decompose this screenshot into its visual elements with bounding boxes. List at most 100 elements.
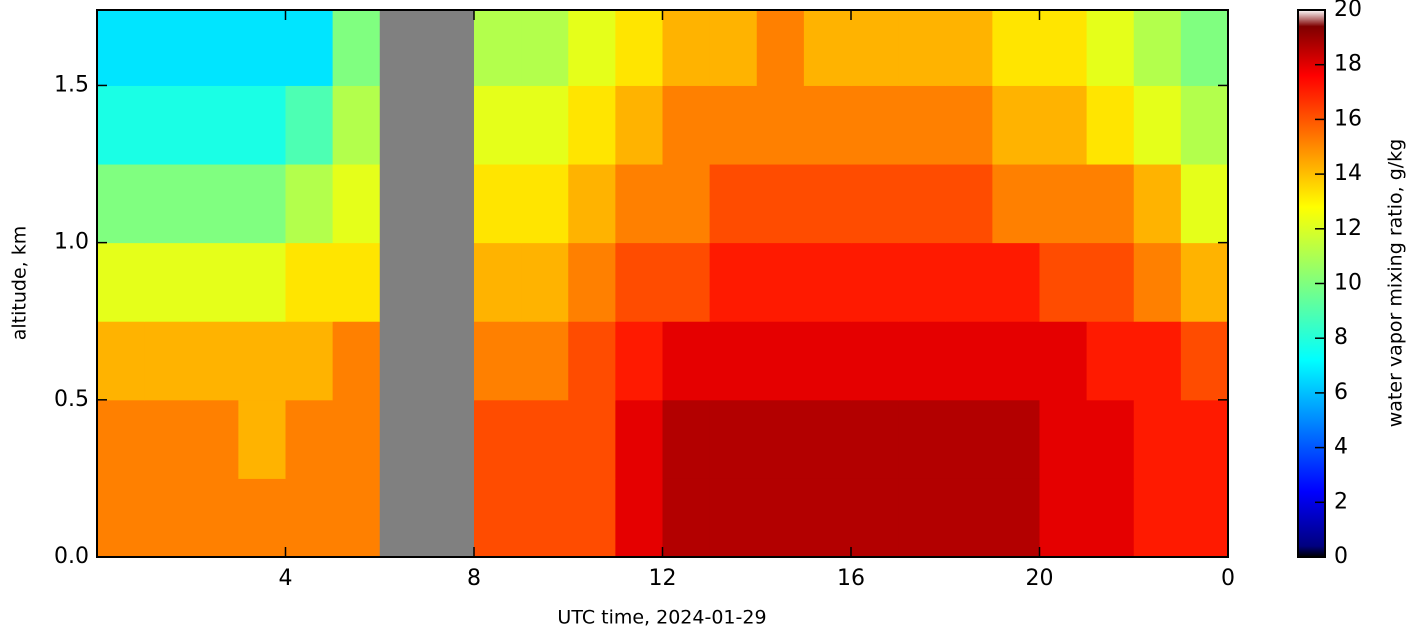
heat-cell [615,242,663,322]
heat-cell [992,321,1040,401]
heat-cell [756,242,805,322]
x-tick-label: 20 [1026,566,1054,591]
heat-cell [521,242,569,322]
heat-cell [568,478,616,558]
heat-cell [1039,85,1088,165]
heat-cell [898,399,946,479]
heat-cell [568,164,616,244]
heat-cell [615,164,663,244]
heat-cell [332,10,381,86]
heat-cell [803,478,852,558]
missing-cell [426,164,475,244]
heat-cell [1086,478,1135,558]
heat-cell [709,10,758,86]
colorbar-tick-label: 2 [1334,489,1348,514]
heat-cell [332,242,381,322]
heat-cell [756,85,805,165]
heat-cell [803,242,852,322]
heat-cell [945,164,993,244]
heat-cell [803,321,852,401]
heat-cell [285,242,334,322]
colorbar-tick-label: 0 [1334,544,1348,569]
heat-cell [97,85,145,165]
heat-cell [474,242,522,322]
heat-cell [238,399,286,479]
heat-cell [238,321,286,401]
heat-cell [1086,10,1135,86]
heat-cell [474,10,522,86]
heat-cell [662,85,711,165]
heat-cell [474,399,522,479]
heat-cell [992,399,1040,479]
heat-cell [1039,242,1088,322]
heat-cell [898,478,946,558]
heat-cell [521,399,569,479]
heat-cell [662,321,711,401]
y-axis-label: altitude, km [9,226,31,340]
heat-cell [285,321,334,401]
x-tick-label: 16 [837,566,865,591]
heat-cell [662,478,711,558]
heat-cell [144,164,192,244]
heat-cell [756,399,805,479]
heat-cell [992,85,1040,165]
heat-cell [332,85,381,165]
heat-cell [97,478,145,558]
heat-cell [945,10,993,86]
heat-cell [1133,399,1182,479]
heat-cell [332,399,381,479]
heat-cell [945,242,993,322]
heat-cell [568,85,616,165]
x-tick-label: 12 [649,566,677,591]
missing-cell [426,242,475,322]
missing-cell [379,478,428,558]
heat-cell [992,478,1040,558]
heat-cell [1133,478,1182,558]
heat-cell [615,478,663,558]
colorbar-tick-label: 10 [1334,271,1362,296]
x-tick-label: 8 [467,566,481,591]
heat-cell [238,10,286,86]
missing-cell [379,10,428,86]
heat-cell [144,85,192,165]
heat-cell [238,478,286,558]
heat-cell [1039,164,1088,244]
heat-cell [898,85,946,165]
heat-cell [191,164,239,244]
y-tick-label: 0.0 [54,544,89,569]
heat-cell [97,242,145,322]
missing-cell [379,321,428,401]
heat-cell [191,321,239,401]
heat-cell [1086,242,1135,322]
heat-cell [992,10,1040,86]
heat-cell [144,10,192,86]
colorbar-tick-label: 20 [1334,0,1362,22]
heat-cell [238,85,286,165]
heat-cell [851,164,899,244]
heat-cell [1133,242,1182,322]
heat-cell [898,242,946,322]
heat-cell [97,164,145,244]
colorbar-tick-label: 4 [1334,435,1348,460]
heat-cell [803,164,852,244]
heat-cell [945,321,993,401]
heat-cell [521,321,569,401]
heat-cell [1180,321,1229,401]
colorbar-tick-label: 6 [1334,380,1348,405]
heat-cell [474,85,522,165]
heat-cell [756,10,805,86]
heat-cell [1180,10,1229,86]
heat-cell [709,478,758,558]
heat-cell [615,321,663,401]
heat-cell [1133,164,1182,244]
heat-cell [709,164,758,244]
heat-cell [474,321,522,401]
heat-cell [285,10,334,86]
heat-cell [662,399,711,479]
heat-cell [1086,85,1135,165]
heat-cell [1039,399,1088,479]
heat-cell [474,478,522,558]
heat-cell [521,164,569,244]
heat-cell [898,321,946,401]
heat-cell [756,164,805,244]
